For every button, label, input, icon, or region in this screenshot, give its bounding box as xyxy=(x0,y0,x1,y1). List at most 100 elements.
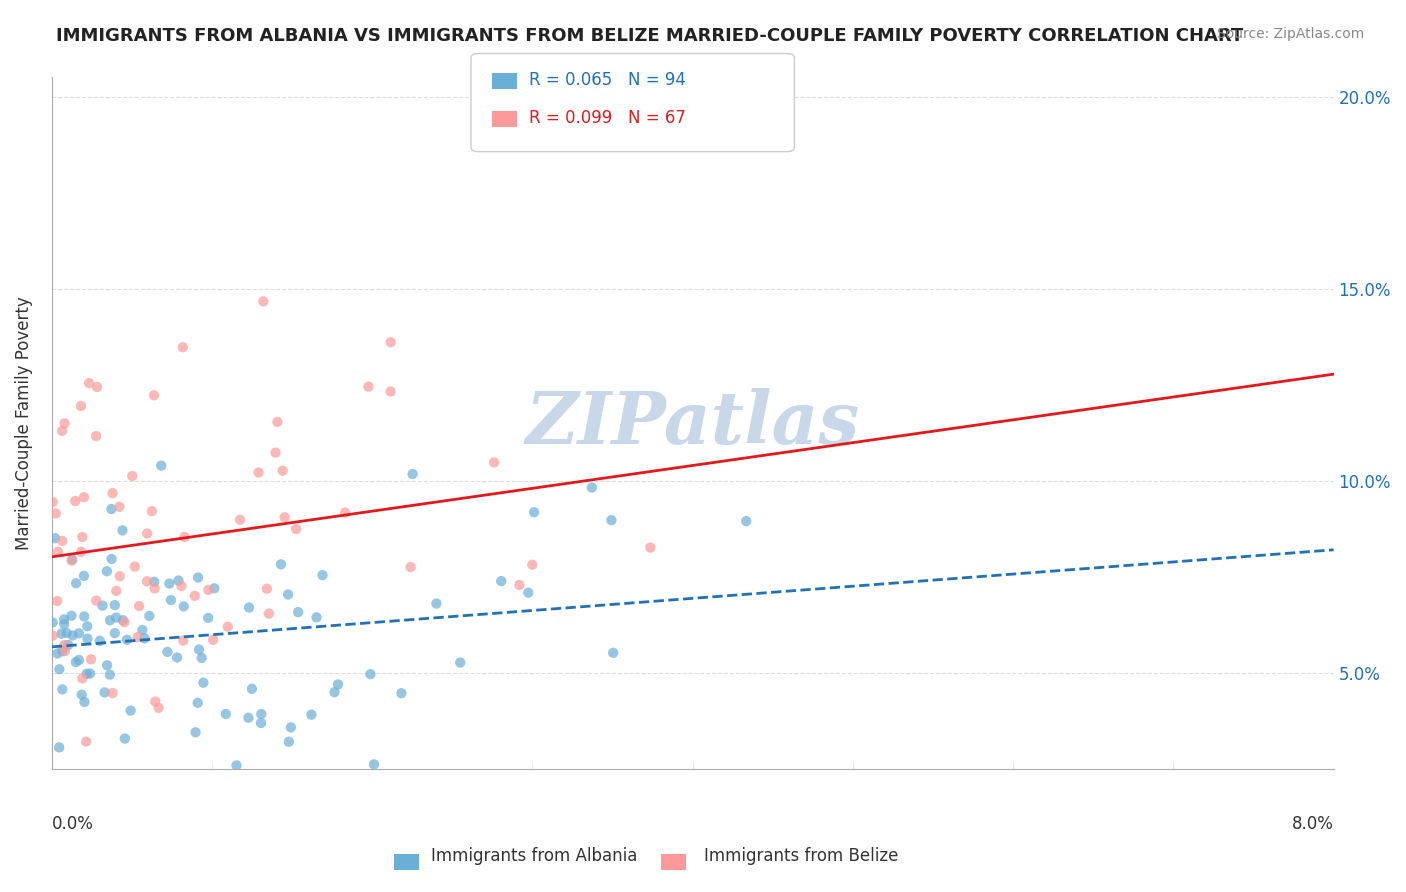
Point xyxy=(160,593,183,607)
Point xyxy=(84,593,107,607)
Point xyxy=(104,598,127,612)
Point xyxy=(238,711,260,725)
Point xyxy=(41,495,63,509)
Point xyxy=(240,681,263,696)
Point xyxy=(60,608,83,623)
Point xyxy=(257,607,280,621)
Point xyxy=(53,617,76,632)
Point xyxy=(101,686,124,700)
Point xyxy=(215,706,238,721)
Point xyxy=(75,734,97,748)
Point xyxy=(581,481,603,495)
Point xyxy=(53,417,76,431)
Point xyxy=(121,469,143,483)
Point xyxy=(93,685,115,699)
Point xyxy=(51,626,73,640)
Point xyxy=(156,645,179,659)
Point xyxy=(60,552,83,566)
Point xyxy=(76,619,98,633)
Text: Immigrants from Belize: Immigrants from Belize xyxy=(704,847,898,865)
Point xyxy=(70,530,93,544)
Point xyxy=(148,701,170,715)
Point xyxy=(380,335,402,350)
Point xyxy=(136,526,159,541)
Point xyxy=(53,644,76,658)
Point xyxy=(266,415,288,429)
Point xyxy=(150,458,173,473)
Point xyxy=(76,632,98,646)
Point xyxy=(120,704,142,718)
Point xyxy=(80,652,103,666)
Point xyxy=(73,569,96,583)
Point xyxy=(142,388,165,402)
Point xyxy=(357,379,380,393)
Point xyxy=(202,582,225,596)
Point xyxy=(100,502,122,516)
Point xyxy=(359,667,381,681)
Point xyxy=(197,611,219,625)
Point xyxy=(79,666,101,681)
Point xyxy=(124,559,146,574)
Point xyxy=(65,576,87,591)
Point xyxy=(640,541,662,555)
Point xyxy=(108,500,131,514)
Point xyxy=(277,588,299,602)
Point xyxy=(425,597,447,611)
Point xyxy=(46,647,69,661)
Point xyxy=(193,675,215,690)
Point xyxy=(173,599,195,614)
Point xyxy=(48,740,70,755)
Point xyxy=(131,623,153,637)
Point xyxy=(335,506,357,520)
Point xyxy=(449,656,471,670)
Point xyxy=(270,558,292,572)
Point xyxy=(70,544,93,558)
Point xyxy=(238,600,260,615)
Point xyxy=(187,696,209,710)
Point xyxy=(380,384,402,399)
Text: 8.0%: 8.0% xyxy=(1292,814,1334,833)
Point xyxy=(77,376,100,390)
Point xyxy=(363,757,385,772)
Point xyxy=(273,510,295,524)
Point xyxy=(134,632,156,646)
Point xyxy=(65,655,87,669)
Text: Source: ZipAtlas.com: Source: ZipAtlas.com xyxy=(1216,27,1364,41)
Point xyxy=(217,620,239,634)
Point xyxy=(482,455,505,469)
Point xyxy=(96,564,118,578)
Point xyxy=(252,805,274,820)
Point xyxy=(101,486,124,500)
Text: ZIPatlas: ZIPatlas xyxy=(526,387,859,458)
Text: R = 0.099   N = 67: R = 0.099 N = 67 xyxy=(529,109,686,127)
Point xyxy=(172,633,194,648)
Point xyxy=(73,695,96,709)
Point xyxy=(311,568,333,582)
Point xyxy=(277,734,299,748)
Point xyxy=(271,464,294,478)
Point xyxy=(202,632,225,647)
Point xyxy=(299,707,322,722)
Point xyxy=(41,615,63,630)
Point xyxy=(73,609,96,624)
Point xyxy=(76,666,98,681)
Point xyxy=(187,570,209,584)
Point xyxy=(523,505,546,519)
Point xyxy=(41,629,63,643)
Point xyxy=(98,667,121,681)
Point xyxy=(46,545,69,559)
Point xyxy=(399,560,422,574)
Point xyxy=(280,720,302,734)
Point xyxy=(166,650,188,665)
Point xyxy=(401,467,423,481)
Point xyxy=(96,658,118,673)
Point xyxy=(391,686,413,700)
Point xyxy=(53,638,76,652)
Point xyxy=(72,672,94,686)
Point xyxy=(190,651,212,665)
Point xyxy=(305,610,328,624)
Point xyxy=(250,707,273,722)
Point xyxy=(73,490,96,504)
Point xyxy=(128,599,150,613)
Text: IMMIGRANTS FROM ALBANIA VS IMMIGRANTS FROM BELIZE MARRIED-COUPLE FAMILY POVERTY : IMMIGRANTS FROM ALBANIA VS IMMIGRANTS FR… xyxy=(56,27,1243,45)
